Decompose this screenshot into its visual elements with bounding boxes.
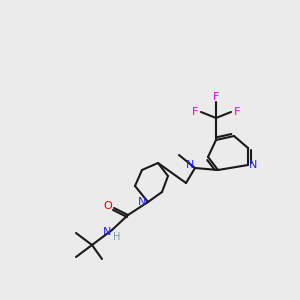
Text: N: N bbox=[249, 160, 257, 170]
Text: F: F bbox=[213, 92, 219, 102]
Text: N: N bbox=[186, 160, 194, 170]
Text: F: F bbox=[234, 107, 240, 117]
Text: N: N bbox=[103, 227, 111, 237]
Text: O: O bbox=[103, 201, 112, 211]
Text: F: F bbox=[192, 107, 198, 117]
Text: N: N bbox=[138, 197, 146, 207]
Text: H: H bbox=[113, 232, 121, 242]
